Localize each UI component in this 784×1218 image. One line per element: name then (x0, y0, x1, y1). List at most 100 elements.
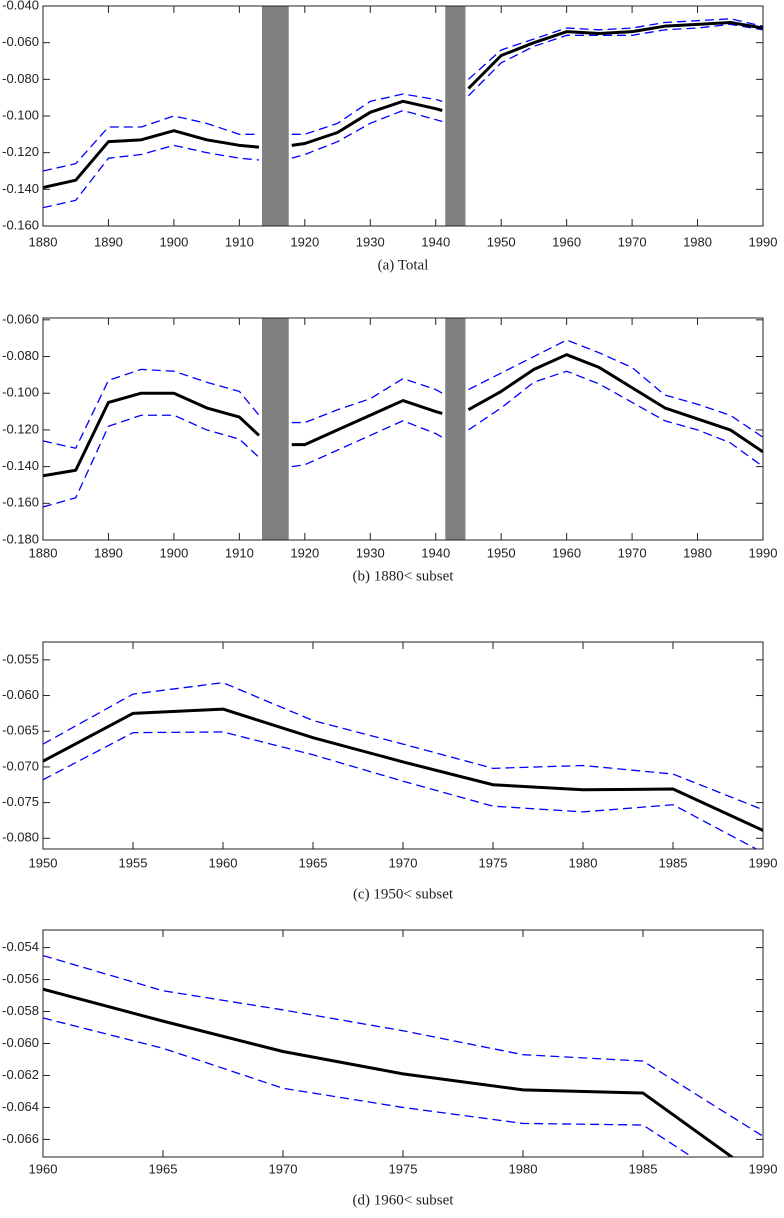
y-tick-label: -0.060 (2, 311, 39, 326)
x-tick-label: 1950 (29, 855, 58, 870)
panel-caption: (a) Total (378, 257, 429, 273)
y-tick-label: -0.120 (2, 144, 39, 159)
confidence-band (43, 954, 763, 1137)
panel-caption: (b) 1880< subset (353, 568, 455, 584)
x-tick-label: 1900 (159, 545, 188, 560)
x-tick-label: 1975 (479, 855, 508, 870)
estimate-line (43, 21, 763, 189)
y-tick-label: -0.100 (2, 385, 39, 400)
y-tick-label: -0.065 (2, 723, 39, 738)
x-tick-label: 1985 (629, 1161, 658, 1176)
panel: -0.160 -0.140 -0.120 -0.100 -0.080 -0.060 -0.0… (2, 0, 777, 273)
y-tick-label: -0.060 (2, 687, 39, 702)
axes-frame (42, 317, 764, 541)
x-tick-label: 1965 (149, 1161, 178, 1176)
x-tick-label: 1930 (356, 234, 385, 249)
y-tick-label: -0.160 (2, 217, 39, 232)
x-tick-label: 1955 (119, 855, 148, 870)
x-tick-label: 1880 (29, 545, 58, 560)
plot-area (43, 954, 763, 1157)
plot-area (43, 6, 763, 226)
y-tick-label: -0.056 (2, 971, 39, 986)
x-tick-label: 1980 (569, 855, 598, 870)
x-tick-label: 1990 (749, 234, 778, 249)
x-tick-label: 1980 (683, 234, 712, 249)
y-tick-label: -0.080 (2, 348, 39, 363)
x-tick-label: 1890 (94, 545, 123, 560)
x-tick-label: 1980 (683, 545, 712, 560)
plot-area (43, 318, 763, 540)
confidence-band (43, 370, 763, 508)
panel: -0.066 -0.064 -0.062 -0.060 -0.058 -0.056 -0.0… (2, 929, 778, 1208)
y-tick-label: -0.058 (2, 1003, 39, 1018)
y-tick-label: -0.080 (2, 830, 39, 845)
axes-frame (42, 5, 764, 227)
y-tick-label: -0.100 (2, 107, 39, 122)
x-tick-label: 1990 (749, 1161, 778, 1176)
x-tick-label: 1985 (659, 855, 688, 870)
x-tick-label: 1970 (618, 234, 647, 249)
x-tick-label: 1890 (94, 234, 123, 249)
confidence-band (43, 18, 763, 172)
gap-band (262, 6, 289, 226)
gap-band (445, 318, 466, 540)
y-tick-label: -0.040 (2, 0, 39, 12)
x-tick-label: 1980 (509, 1161, 538, 1176)
x-tick-label: 1970 (389, 855, 418, 870)
axes-frame (42, 641, 764, 850)
y-tick-label: -0.054 (2, 939, 39, 954)
y-tick-label: -0.160 (2, 495, 39, 510)
x-tick-label: 1975 (389, 1161, 418, 1176)
gap-band (445, 6, 466, 226)
panel-caption: (c) 1950< subset (353, 886, 454, 902)
y-tick-label: -0.140 (2, 181, 39, 196)
x-tick-label: 1960 (29, 1161, 58, 1176)
confidence-band (43, 339, 763, 449)
x-tick-label: 1900 (159, 234, 188, 249)
axes-frame (42, 929, 764, 1158)
y-tick-label: -0.064 (2, 1099, 39, 1114)
x-tick-label: 1960 (552, 234, 581, 249)
x-tick-label: 1910 (225, 234, 254, 249)
x-tick-label: 1960 (209, 855, 238, 870)
x-tick-label: 1950 (487, 234, 516, 249)
y-tick-label: -0.055 (2, 651, 39, 666)
x-tick-label: 1990 (749, 855, 778, 870)
x-tick-label: 1960 (552, 545, 581, 560)
panel-caption: (d) 1960< subset (353, 1192, 455, 1208)
y-tick-label: -0.120 (2, 421, 39, 436)
y-tick-label: -0.070 (2, 758, 39, 773)
y-tick-label: -0.062 (2, 1067, 39, 1082)
x-tick-label: 1990 (749, 545, 778, 560)
x-tick-label: 1950 (487, 545, 516, 560)
x-tick-label: 1920 (290, 234, 319, 249)
y-tick-label: -0.140 (2, 458, 39, 473)
estimate-line (43, 707, 763, 832)
estimate-line (43, 987, 735, 1157)
confidence-band (43, 23, 763, 209)
y-tick-label: -0.080 (2, 71, 39, 86)
confidence-band (43, 731, 758, 849)
x-tick-label: 1940 (421, 545, 450, 560)
confidence-band (43, 1017, 694, 1157)
panel: -0.180 -0.160 -0.140 -0.120 -0.100 -0.080 -0.0… (2, 311, 777, 584)
plot-area (43, 682, 763, 849)
y-tick-label: -0.060 (2, 34, 39, 49)
x-tick-label: 1880 (29, 234, 58, 249)
y-tick-label: -0.066 (2, 1131, 39, 1146)
x-tick-label: 1970 (269, 1161, 298, 1176)
y-tick-label: -0.060 (2, 1035, 39, 1050)
panel: -0.080 -0.075 -0.070 -0.065 -0.060 -0.055 1950… (2, 641, 778, 902)
x-tick-label: 1940 (421, 234, 450, 249)
y-tick-label: -0.075 (2, 794, 39, 809)
y-tick-label: -0.180 (2, 531, 39, 546)
x-tick-label: 1930 (356, 545, 385, 560)
confidence-band (43, 682, 763, 811)
gap-band (262, 318, 289, 540)
x-tick-label: 1965 (299, 855, 328, 870)
x-tick-label: 1920 (290, 545, 319, 560)
x-tick-label: 1910 (225, 545, 254, 560)
x-tick-label: 1970 (618, 545, 647, 560)
estimate-line (43, 353, 763, 478)
